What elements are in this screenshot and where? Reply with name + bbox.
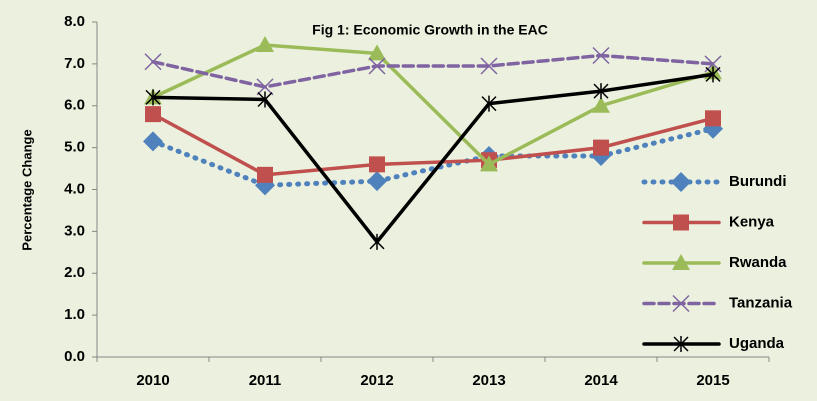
- data-point: [143, 131, 163, 152]
- legend-label: Rwanda: [729, 254, 787, 271]
- series-line: [151, 53, 715, 89]
- legend-marker: [671, 172, 691, 192]
- data-point: [144, 53, 162, 71]
- data-point: [145, 89, 161, 106]
- x-tick-label: 2014: [584, 372, 618, 389]
- y-axis-label: Percentage Change: [19, 129, 34, 250]
- data-point: [592, 46, 610, 65]
- data-point: [369, 233, 385, 250]
- data-point: [593, 139, 609, 156]
- y-tick-label: 6.0: [64, 97, 85, 114]
- x-tick-label: 2011: [249, 372, 282, 389]
- data-point: [481, 95, 497, 112]
- data-point: [257, 166, 273, 183]
- legend-marker: [672, 254, 690, 270]
- data-point: [593, 83, 609, 100]
- data-point: [256, 78, 274, 96]
- series-line: [151, 112, 715, 177]
- y-tick-label: 5.0: [64, 139, 85, 156]
- series-line: [151, 43, 715, 167]
- series-line: [150, 126, 716, 188]
- data-point: [369, 156, 385, 173]
- x-tick-label: 2010: [136, 372, 169, 389]
- y-tick-label: 3.0: [64, 222, 85, 239]
- data-point: [367, 171, 387, 192]
- data-point: [368, 57, 386, 75]
- x-tick-label: 2013: [472, 372, 505, 389]
- legend-marker: [673, 336, 689, 352]
- y-tick-label: 7.0: [64, 55, 85, 72]
- data-point: [257, 91, 273, 108]
- legend-label: Burundi: [729, 173, 787, 190]
- y-tick-label: 8.0: [64, 13, 85, 30]
- chart-title: Fig 1: Economic Growth in the EAC: [312, 22, 548, 38]
- data-point: [705, 110, 721, 127]
- legend-label: Tanzania: [729, 294, 793, 311]
- legend-label: Uganda: [729, 335, 785, 352]
- series-line: [151, 72, 715, 245]
- legend-marker: [672, 294, 690, 313]
- y-tick-label: 2.0: [64, 264, 85, 281]
- y-tick-label: 1.0: [64, 306, 85, 323]
- data-point: [368, 44, 386, 61]
- y-tick-label: 4.0: [64, 180, 85, 197]
- legend-label: Kenya: [729, 213, 775, 230]
- data-point: [705, 66, 721, 83]
- x-tick-label: 2015: [696, 372, 729, 389]
- data-point: [480, 155, 498, 172]
- data-point: [480, 57, 498, 75]
- y-tick-label: 0.0: [64, 348, 85, 365]
- legend-marker: [673, 214, 689, 231]
- x-tick-label: 2012: [360, 372, 393, 389]
- data-point: [256, 36, 274, 53]
- data-point: [592, 96, 610, 113]
- data-point: [145, 106, 161, 123]
